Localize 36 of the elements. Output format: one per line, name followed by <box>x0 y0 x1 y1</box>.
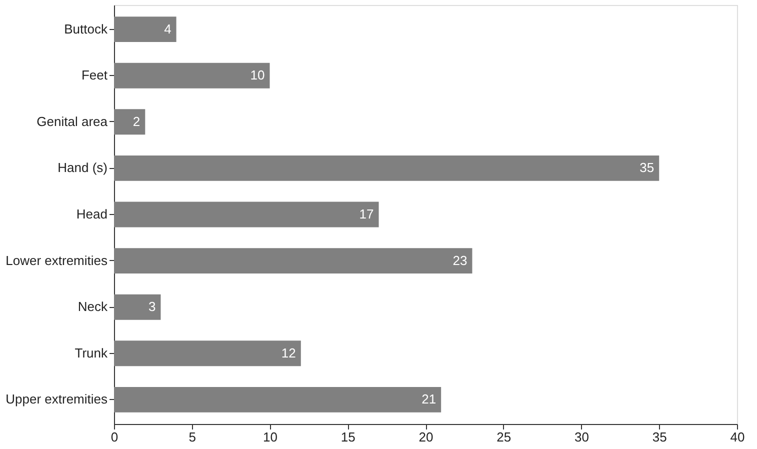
data-label: 12 <box>281 345 296 360</box>
y-tick-label: Feet <box>81 68 108 83</box>
bar <box>114 16 176 42</box>
bar <box>114 248 472 274</box>
bar <box>114 340 301 366</box>
y-tick-label: Hand (s) <box>58 160 108 176</box>
x-tick-label: 20 <box>418 430 434 444</box>
data-label: 17 <box>359 206 374 222</box>
x-tick-label: 30 <box>574 430 589 444</box>
data-label: 3 <box>148 299 156 314</box>
x-tick-label: 40 <box>730 430 745 444</box>
bar <box>114 386 442 412</box>
y-tick-label: Trunk <box>74 345 108 360</box>
bar <box>114 109 146 135</box>
bar <box>114 294 161 320</box>
data-label: 2 <box>132 114 140 129</box>
y-tick-label: Neck <box>78 299 108 314</box>
data-label: 10 <box>250 68 265 83</box>
data-label: 35 <box>640 160 654 176</box>
y-tick-label: Buttock <box>64 21 108 36</box>
y-tick-label: Upper extremities <box>6 392 108 407</box>
data-label: 23 <box>452 252 468 268</box>
bar <box>114 62 270 88</box>
x-tick-label: 10 <box>263 430 278 444</box>
y-tick-label: Head <box>76 206 108 222</box>
x-tick-label: 5 <box>188 430 196 444</box>
data-label: 4 <box>164 21 172 36</box>
y-tick-label: Genital area <box>36 114 108 129</box>
x-tick-label: 25 <box>496 430 512 444</box>
data-label: 21 <box>422 392 436 407</box>
bar <box>114 202 379 228</box>
x-tick-label: 0 <box>110 430 118 444</box>
x-tick-label: 15 <box>340 430 356 444</box>
y-tick-label: Lower extremities <box>6 252 108 268</box>
x-tick-label: 35 <box>652 430 667 444</box>
bar <box>114 155 660 181</box>
